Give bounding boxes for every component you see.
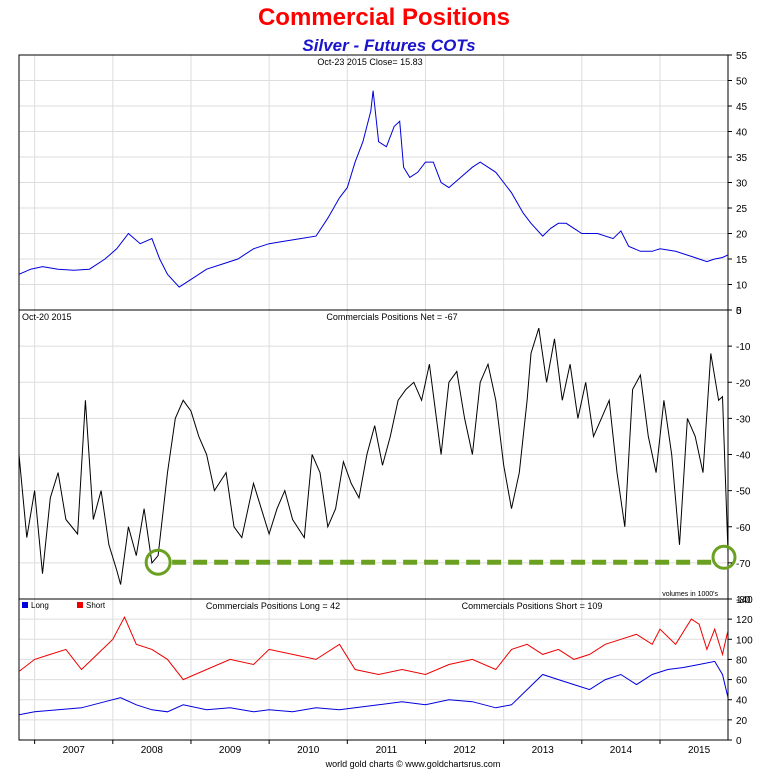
x-tick-label: 2010 [297,745,320,756]
y-tick-label: 20 [736,230,748,241]
support-circle-2015 [711,544,737,570]
net-date-label: Oct-20 2015 [22,312,72,322]
y-tick-label: 30 [736,179,748,190]
y-tick-label: 35 [736,153,748,164]
y-tick-label: -20 [736,378,751,389]
x-tick-label: 2012 [453,745,476,756]
volumes-note: volumes in 1000's [662,591,718,598]
y-tick-label: 5 [736,306,742,317]
y-tick-label: -70 [736,559,751,570]
x-tick-label: 2013 [532,745,555,756]
y-tick-label: 45 [736,102,748,113]
support-markers [144,544,737,576]
short-header: Commercials Positions Short = 109 [462,601,603,611]
y-tick-label: 120 [736,615,753,626]
vertical-gridlines [34,55,661,740]
y-tick-label: 100 [736,635,753,646]
y-tick-label: 20 [736,716,748,727]
y-axis-ticks: 5 10 15 20 25 30 35 40 45 50 55 0 -10 -20 -30 -40 -50 -60… [728,51,753,747]
y-tick-label: -60 [736,523,751,534]
price-header: Oct-23 2015 Close= 15.83 [317,57,422,67]
y-tick-label: -40 [736,451,751,462]
chart-title: Commercial Positions [257,4,511,31]
y-tick-label: -10 [736,342,751,353]
y-tick-label: -50 [736,487,751,498]
y-tick-label: 40 [736,696,748,707]
x-tick-label: 2015 [688,745,711,756]
y-tick-label: 80 [736,655,748,666]
y-tick-label: 55 [736,51,748,62]
y-tick-label: 15 [736,255,748,266]
legend-long-label: Long [31,601,49,610]
long_short-series-line-1 [19,615,728,681]
long-header: Commercials Positions Long = 42 [206,601,340,611]
gridlines [19,54,728,741]
x-tick-label: 2007 [63,745,86,756]
x-tick-label: 2014 [610,745,633,756]
chart-subtitle: Silver - Futures COTs [302,36,476,55]
footer-credit: world gold charts © www.goldchartsrus.co… [325,759,501,769]
y-tick-label: 40 [736,128,748,139]
x-tick-label: 2011 [376,745,398,756]
net-header: Commercials Positions Net = -67 [326,312,457,322]
legend-short-label: Short [86,601,106,610]
x-tick-label: 2008 [141,745,164,756]
support-circle-2008 [144,548,172,576]
x-tick-label: 2009 [219,745,242,756]
y-tick-label: -80 [736,595,751,606]
y-tick-label: 140 [736,595,753,606]
long-short-panel-frame [18,598,729,741]
x-axis-ticks: 2007 2008 2009 2010 2011 2012 2013 2014 2015 [34,740,711,756]
net-series-line-0 [19,327,728,585]
y-tick-label: -30 [736,414,751,425]
y-tick-label: 0 [736,736,742,747]
y-tick-label: 0 [736,306,742,317]
y-tick-label: 60 [736,676,748,687]
price-series-line-0 [19,90,728,288]
y-tick-label: 50 [736,77,748,88]
long_short-series-line-0 [19,660,728,716]
legend-short-swatch [77,602,83,608]
y-tick-label: 25 [736,204,748,215]
y-tick-label: 10 [736,281,748,292]
series [19,90,728,716]
legend-long-swatch [22,602,28,608]
